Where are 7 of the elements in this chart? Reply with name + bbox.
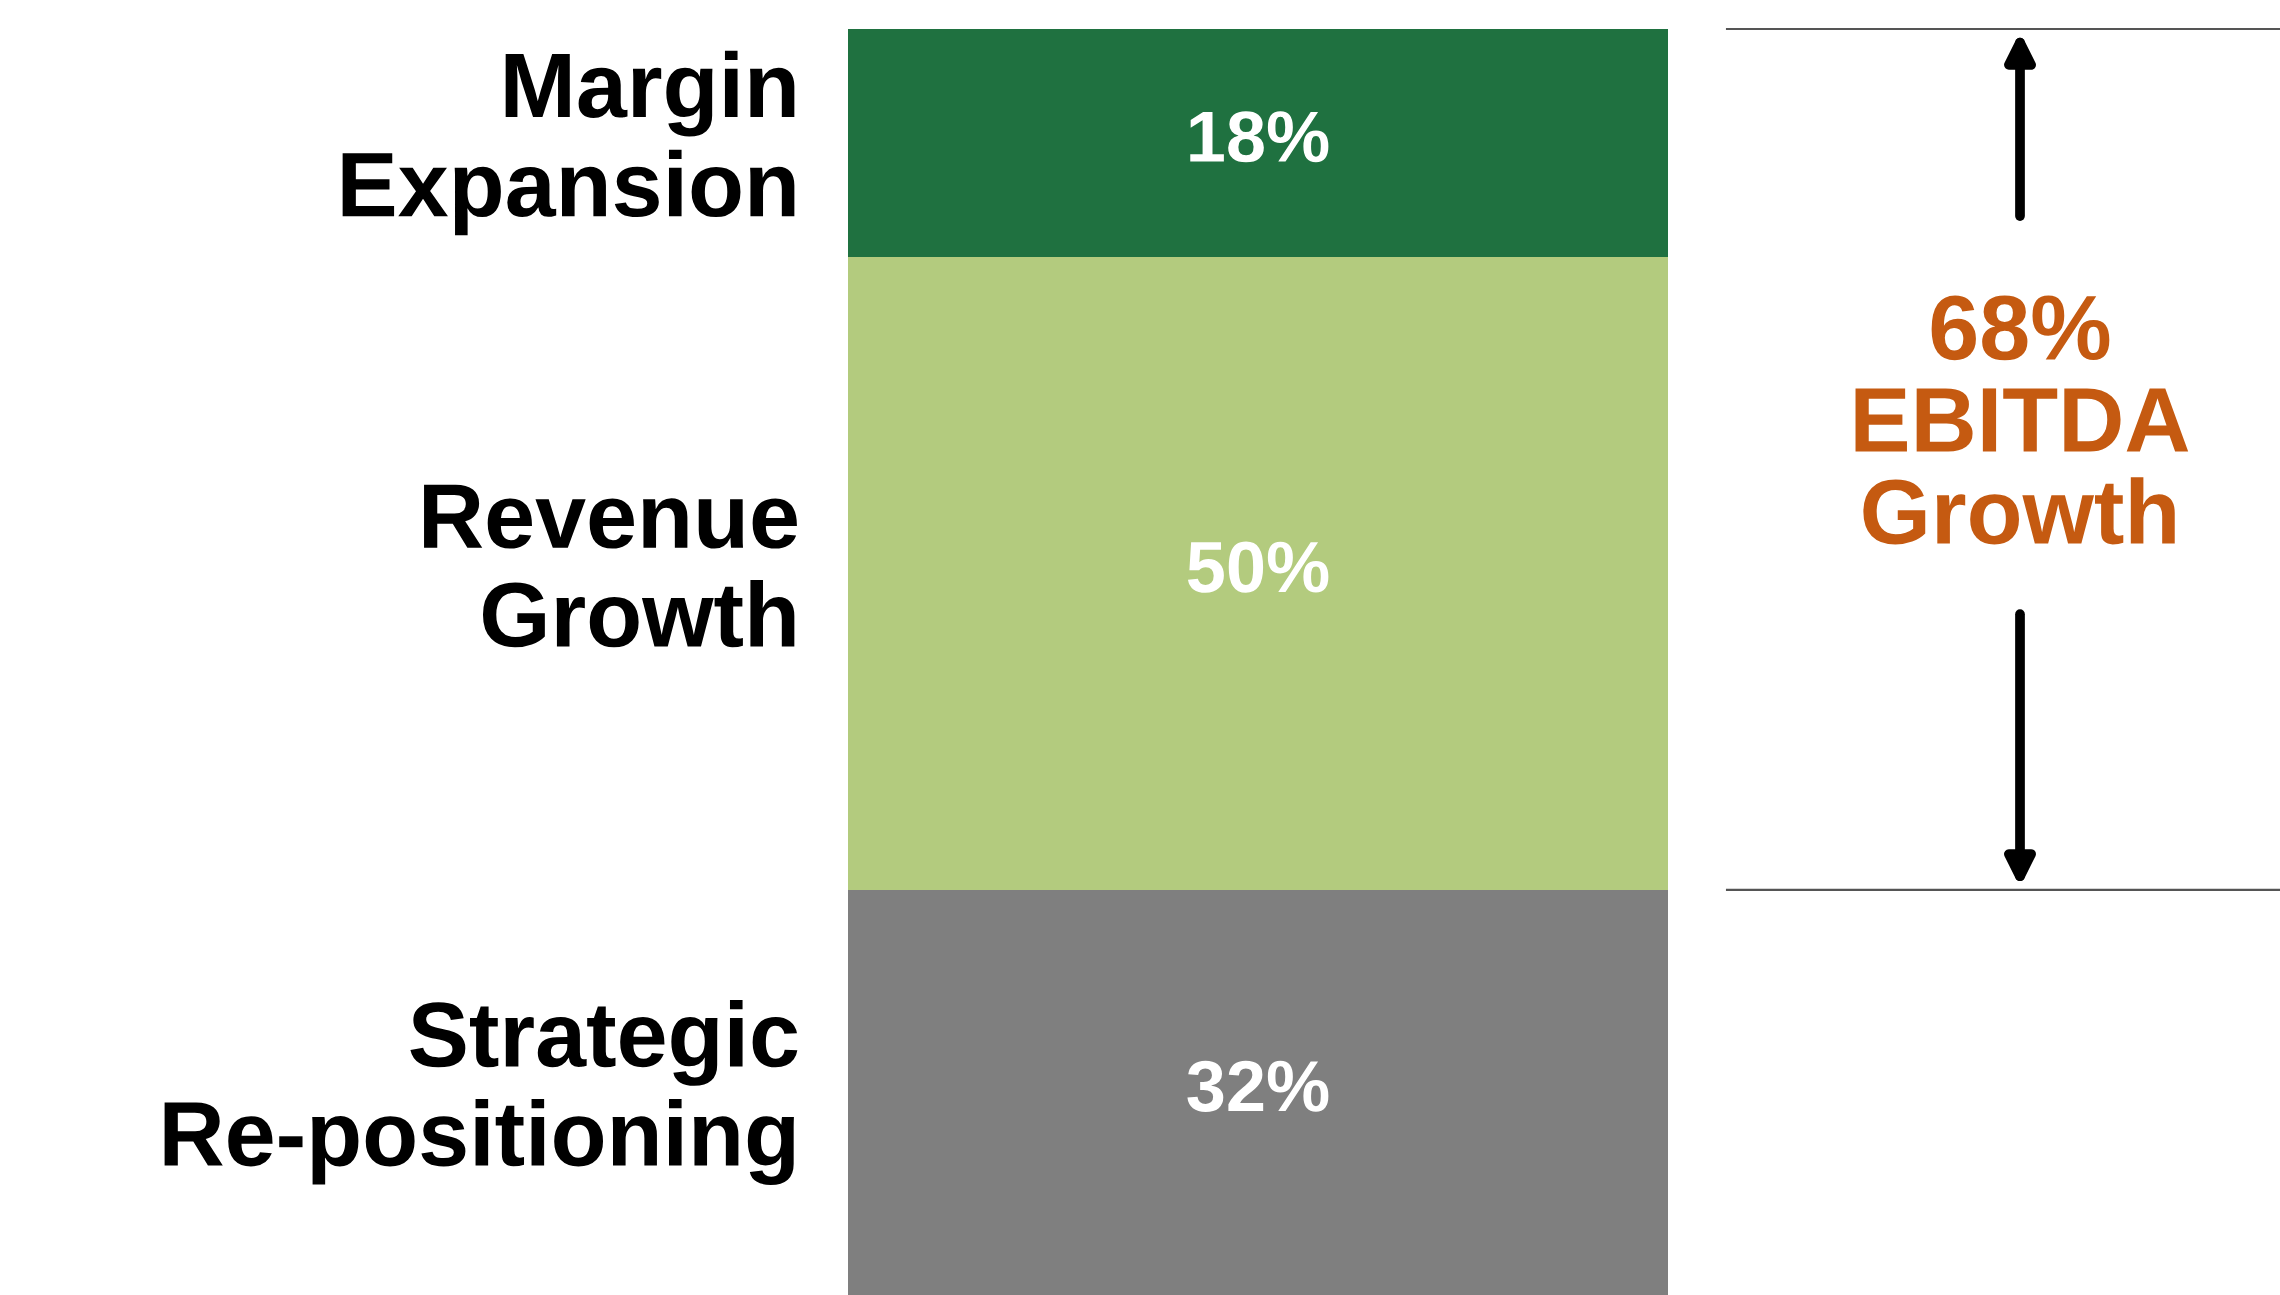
- text: 68% EBITDA Growth: [1855, 295, 2189, 545]
- data-label: 32%: [1187, 1060, 1329, 1112]
- series-label: Strategic Re-positioning: [164, 999, 798, 1185]
- series-label: Margin Expansion: [342, 50, 795, 236]
- data-label: 50%: [1187, 541, 1329, 593]
- series-label: Revenue Growth: [424, 484, 797, 648]
- data-label: 18%: [1190, 111, 1329, 163]
